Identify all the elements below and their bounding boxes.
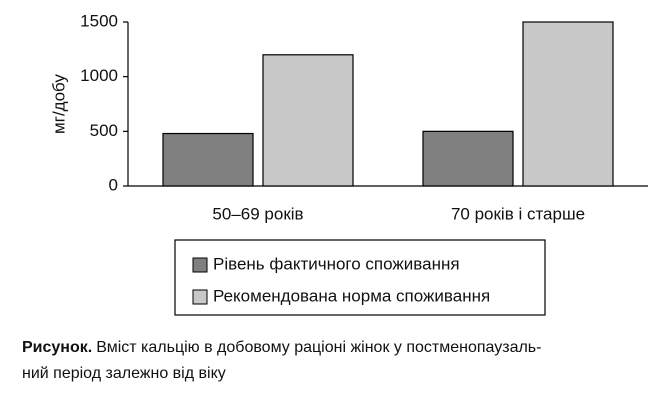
x-tick-label: 50–69 років — [212, 204, 303, 223]
y-axis-label: мг/добу — [49, 74, 68, 134]
legend-swatch — [192, 289, 208, 305]
y-tick-label: 1500 — [80, 11, 118, 30]
bar — [262, 54, 354, 187]
bar — [422, 130, 514, 187]
caption: Рисунок. Вміст кальцію в добовому раціоні… — [22, 339, 541, 356]
bar — [522, 21, 614, 187]
y-tick-label: 0 — [109, 175, 118, 194]
legend-box — [174, 239, 546, 316]
legend-swatch — [192, 257, 208, 273]
legend-label: Рекомендована норма споживання — [213, 286, 490, 305]
x-tick-label: 70 років і старше — [451, 204, 585, 223]
caption-label: Рисунок. — [22, 339, 92, 356]
caption-line: ний період залежно від віку — [22, 365, 226, 382]
caption-line: Вміст кальцію в добовому раціоні жінок у… — [96, 339, 541, 356]
y-tick-label: 1000 — [80, 66, 118, 85]
y-tick-label: 500 — [90, 121, 118, 140]
bar — [162, 132, 254, 187]
legend-label: Рівень фактичного споживання — [213, 254, 460, 273]
